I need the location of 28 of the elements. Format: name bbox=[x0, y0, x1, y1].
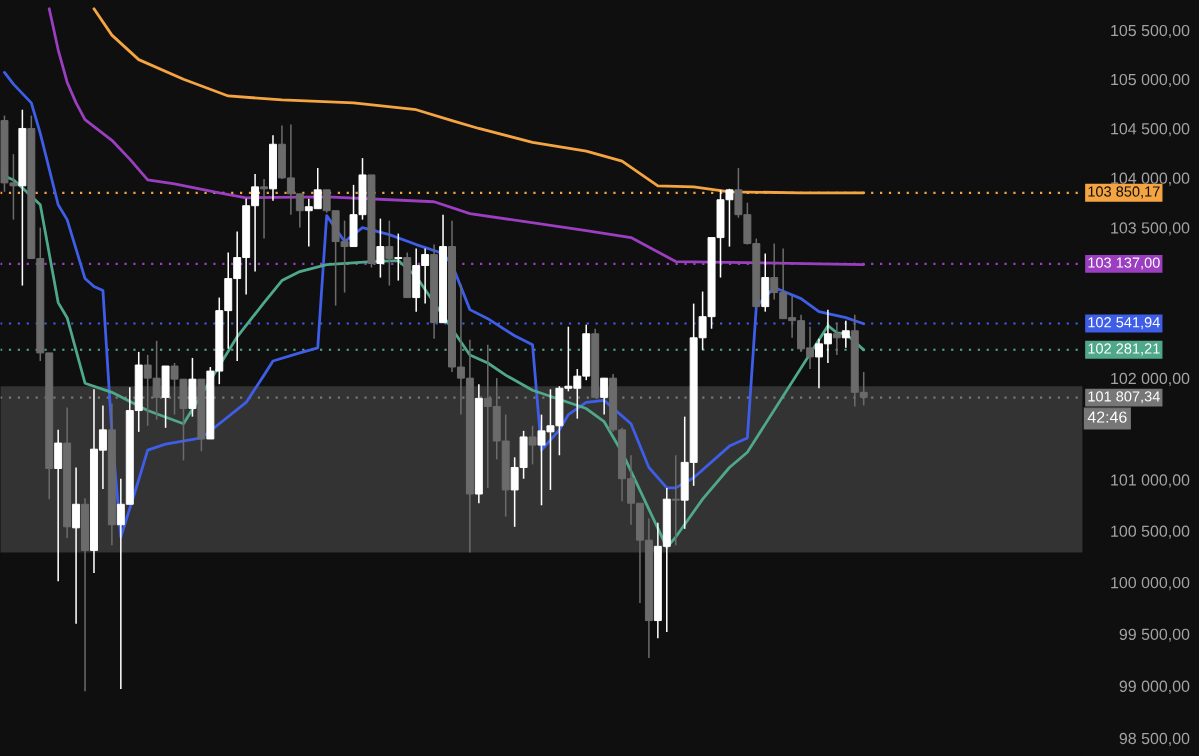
candlestick bbox=[841, 319, 850, 349]
candlestick bbox=[528, 425, 537, 466]
y-tick-label: 100 500,00 bbox=[1111, 525, 1190, 539]
y-tick-label: 99 500,00 bbox=[1119, 628, 1190, 642]
y-tick-label: 99 000,00 bbox=[1119, 680, 1190, 694]
y-tick-label: 104 500,00 bbox=[1111, 123, 1190, 137]
y-tick-label: 105 500,00 bbox=[1111, 24, 1190, 39]
candlestick bbox=[832, 321, 841, 356]
candlestick bbox=[394, 232, 403, 282]
candlestick bbox=[600, 377, 609, 416]
ref-line-label: 101 807,34 bbox=[1088, 391, 1160, 404]
candlestick bbox=[72, 466, 81, 625]
text: 42:46 bbox=[1087, 411, 1127, 423]
y-tick-label: 100 000,00 bbox=[1111, 576, 1190, 591]
ref-line-label: 103 137,00 bbox=[1088, 257, 1160, 270]
ref-line-label: 102 281,21 bbox=[1088, 343, 1160, 356]
candlestick bbox=[671, 454, 680, 547]
y-tick-label: 101 000,00 bbox=[1111, 474, 1190, 488]
candlestick bbox=[260, 178, 269, 240]
ref-line-label: 102 541,94 bbox=[1088, 317, 1160, 330]
y-tick-label: 104 000,00 bbox=[1111, 172, 1190, 186]
y-tick-label: 98 500,00 bbox=[1119, 732, 1190, 747]
candlestick bbox=[385, 219, 394, 287]
candlestick bbox=[376, 217, 385, 279]
y-tick-label: 102 000,00 bbox=[1111, 372, 1190, 386]
y-tick-label: 103 500,00 bbox=[1111, 222, 1190, 236]
y-tick-label: 105 000,00 bbox=[1111, 73, 1190, 88]
ref-line-label: 103 850,17 bbox=[1088, 186, 1160, 199]
